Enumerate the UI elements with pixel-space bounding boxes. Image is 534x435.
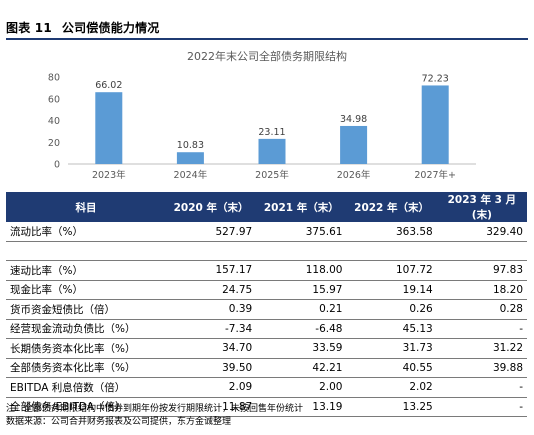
- bar-value-label: 66.02: [95, 80, 122, 91]
- figure-caption: 公司偿债能力情况: [61, 21, 160, 35]
- table-row: 速动比率（%） 157.17 118.00 107.72 97.83: [6, 260, 527, 281]
- data-source: 数据来源：公司合并财务报表及公司提供，东方金诚整理: [6, 417, 232, 427]
- x-axis: 2023年 2024年 2025年 2026年 2027年+: [92, 169, 456, 181]
- table-cell: -: [436, 319, 527, 339]
- row-label: 流动比率（%）: [6, 222, 166, 242]
- table-cell: 19.14: [346, 280, 437, 300]
- bar: [340, 125, 368, 164]
- table-cell: 13.25: [346, 397, 437, 417]
- table-cell: 45.13: [346, 319, 437, 339]
- table-cell: 24.75: [165, 280, 257, 300]
- x-tick-label: 2027年+: [414, 169, 456, 181]
- debt-maturity-chart: 2022年末公司全部债务期限结构 0 20 40 60 80 66.02 10.83 23.…: [48, 49, 476, 181]
- table-cell: [346, 241, 437, 261]
- figure-number: 图表 11: [6, 21, 52, 35]
- table-header-cell: 科目: [6, 192, 166, 222]
- table-row: 经营现金流动负债比（%） -7.34 -6.48 45.13-: [6, 319, 527, 339]
- bar-value-label: 72.23: [422, 73, 449, 84]
- table-cell: 527.97: [165, 222, 257, 242]
- table-cell: [256, 241, 347, 261]
- row-label: EBITDA 利息倍数（倍）: [6, 377, 166, 398]
- solvency-table: 科目 2020 年（末） 2021 年（末） 2022 年（末） 2023 年 3 月(…: [6, 192, 527, 417]
- table-cell: 0.39: [165, 299, 257, 320]
- table-header-cell: 2023 年 3 月(末): [436, 192, 527, 222]
- x-tick-label: 2023年: [92, 169, 126, 181]
- table-row: 长期债务资本化比率（%） 34.70 33.59 31.73 31.22: [6, 338, 527, 359]
- table-header-cell: 2021 年（末）: [256, 192, 347, 222]
- table-body: 流动比率（%） 527.97 375.61 363.58 329.40 速动比率（%） 15…: [6, 222, 527, 417]
- row-label: 速动比率（%）: [6, 260, 166, 281]
- footnote: 注：全部债务期限结构中债券到期年份按发行期限统计，未按回售年份统计: [6, 404, 304, 414]
- bar-value-label: 10.83: [177, 140, 204, 151]
- table-cell: 375.61: [256, 222, 347, 242]
- table-cell: 39.88: [436, 358, 527, 378]
- table-cell: 11.87: [165, 397, 257, 417]
- notes: 注：全部债务期限结构中债券到期年份按发行期限统计，未按回售年份统计 数据来源：公…: [6, 403, 528, 429]
- table-cell: 2.02: [346, 377, 437, 398]
- x-tick-label: 2024年: [174, 169, 208, 181]
- table-cell: 157.17: [165, 260, 257, 281]
- bars: 66.02 10.83 23.11 34.98 72.23: [95, 73, 449, 164]
- y-tick-label: 20: [48, 138, 60, 149]
- table-cell: 15.97: [256, 280, 347, 300]
- table-cell: -7.34: [165, 319, 257, 339]
- table-cell: 34.70: [165, 338, 257, 359]
- row-label: 长期债务资本化比率（%）: [6, 338, 166, 359]
- table-cell: 329.40: [436, 222, 527, 242]
- row-label: 货币资金短债比（倍）: [6, 299, 166, 320]
- table-cell: 118.00: [256, 260, 347, 281]
- x-tick-label: 2026年: [337, 169, 371, 181]
- figure-title: 图表 11 公司偿债能力情况: [6, 19, 526, 36]
- row-label: [6, 241, 166, 261]
- table-cell: 31.73: [346, 338, 437, 359]
- table-cell: 40.55: [346, 358, 437, 378]
- table-cell: 0.21: [256, 299, 347, 320]
- table-row: 货币资金短债比（倍） 0.39 0.21 0.26 0.28: [6, 299, 527, 320]
- table-cell: -: [436, 397, 527, 417]
- row-label: 经营现金流动负债比（%）: [6, 319, 166, 339]
- bar: [95, 92, 123, 164]
- table-row: EBITDA 利息倍数（倍） 2.09 2.00 2.02-: [6, 377, 527, 398]
- table-cell: 39.50: [165, 358, 257, 378]
- bar: [176, 152, 204, 164]
- chart-title: 2022年末公司全部债务期限结构: [187, 49, 347, 63]
- y-tick-label: 60: [48, 94, 60, 105]
- table-header-cell: 2022 年（末）: [346, 192, 437, 222]
- table-row: 全部债务资本化比率（%） 39.50 42.21 40.55 39.88: [6, 358, 527, 378]
- table-row: [6, 241, 527, 261]
- row-label: 现金比率（%）: [6, 280, 166, 300]
- y-tick-label: 80: [48, 73, 60, 84]
- table-cell: 2.09: [165, 377, 257, 398]
- bar: [258, 138, 286, 164]
- table-cell: 0.28: [436, 299, 527, 320]
- table-header-row: 科目 2020 年（末） 2021 年（末） 2022 年（末） 2023 年 3 月(…: [6, 192, 527, 222]
- y-tick-label: 40: [48, 116, 60, 127]
- table-cell: 33.59: [256, 338, 347, 359]
- table-cell: [165, 241, 257, 261]
- table-header-cell: 2020 年（末）: [165, 192, 257, 222]
- table-cell: 107.72: [346, 260, 437, 281]
- table-cell: 18.20: [436, 280, 527, 300]
- bar-value-label: 34.98: [340, 114, 367, 125]
- table-cell: [436, 241, 527, 261]
- table-cell: 31.22: [436, 338, 527, 359]
- x-tick-label: 2025年: [255, 169, 289, 181]
- table-cell: 13.19: [256, 397, 347, 417]
- bar: [421, 85, 449, 164]
- table-cell: 42.21: [256, 358, 347, 378]
- table-cell: 363.58: [346, 222, 437, 242]
- y-tick-label: 0: [54, 160, 60, 171]
- row-label: 全部债务/EBITDA（倍）: [6, 397, 166, 417]
- table-row: 现金比率（%） 24.75 15.97 19.14 18.20: [6, 280, 527, 300]
- table-cell: -: [436, 377, 527, 398]
- table-row: 流动比率（%） 527.97 375.61 363.58 329.40: [6, 222, 527, 242]
- table-row: 全部债务/EBITDA（倍） 11.87 13.19 13.25-: [6, 397, 527, 417]
- row-label: 全部债务资本化比率（%）: [6, 358, 166, 378]
- title-rule: [6, 38, 528, 40]
- table-cell: 0.26: [346, 299, 437, 320]
- table-cell: 2.00: [256, 377, 347, 398]
- table-cell: 97.83: [436, 260, 527, 281]
- table-cell: -6.48: [256, 319, 347, 339]
- bar-value-label: 23.11: [258, 127, 285, 138]
